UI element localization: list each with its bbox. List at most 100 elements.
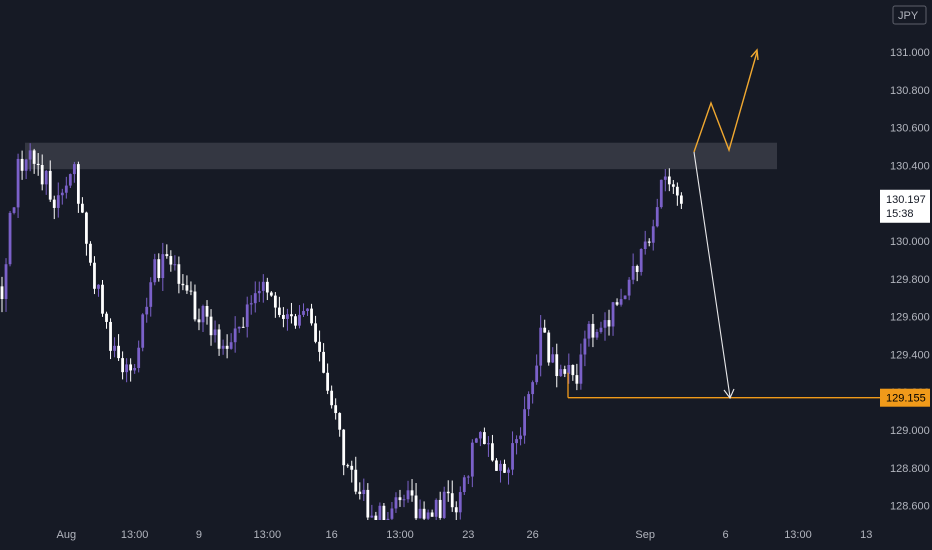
candle[interactable] xyxy=(125,358,129,383)
candle[interactable] xyxy=(599,321,603,334)
candle[interactable] xyxy=(607,309,611,336)
candle[interactable] xyxy=(177,256,181,294)
bearish-projection-arrow[interactable] xyxy=(693,151,731,398)
candle[interactable] xyxy=(487,436,490,457)
candle[interactable] xyxy=(519,427,522,446)
candle[interactable] xyxy=(306,308,309,316)
candle[interactable] xyxy=(257,281,261,303)
candle[interactable] xyxy=(185,275,189,294)
candle[interactable] xyxy=(265,277,269,301)
candle[interactable] xyxy=(430,509,434,517)
candle[interactable] xyxy=(76,161,80,213)
candle[interactable] xyxy=(651,219,655,251)
candle[interactable] xyxy=(571,364,575,381)
candle[interactable] xyxy=(499,460,502,483)
candle[interactable] xyxy=(470,439,474,488)
candle[interactable] xyxy=(326,363,330,395)
candle[interactable] xyxy=(137,340,141,373)
candle[interactable] xyxy=(523,396,526,444)
candle[interactable] xyxy=(547,330,551,366)
candle[interactable] xyxy=(454,501,458,524)
candle[interactable] xyxy=(450,480,454,512)
candle[interactable] xyxy=(555,343,559,388)
candle[interactable] xyxy=(539,315,543,377)
bullish-projection-path[interactable] xyxy=(693,51,758,153)
candle[interactable] xyxy=(157,253,161,282)
candle[interactable] xyxy=(290,302,293,324)
candle[interactable] xyxy=(221,339,225,355)
candle[interactable] xyxy=(495,458,498,471)
candle[interactable] xyxy=(531,380,535,404)
candle[interactable] xyxy=(611,301,615,336)
candle[interactable] xyxy=(567,353,571,384)
candle[interactable] xyxy=(52,195,56,220)
candle[interactable] xyxy=(466,475,470,485)
candle[interactable] xyxy=(675,182,679,206)
candle[interactable] xyxy=(434,498,438,522)
candle[interactable] xyxy=(145,297,149,323)
candle[interactable] xyxy=(314,315,317,344)
candle[interactable] xyxy=(398,489,402,507)
candle[interactable] xyxy=(302,303,305,318)
candle[interactable] xyxy=(382,502,386,522)
candle[interactable] xyxy=(354,456,358,495)
candle[interactable] xyxy=(81,197,84,214)
candle[interactable] xyxy=(322,343,325,374)
candle[interactable] xyxy=(402,494,406,508)
candle[interactable] xyxy=(169,250,173,272)
candle[interactable] xyxy=(438,491,442,520)
candle[interactable] xyxy=(197,308,201,331)
candle[interactable] xyxy=(462,475,466,495)
candle[interactable] xyxy=(458,486,462,520)
candle[interactable] xyxy=(503,459,506,473)
candle[interactable] xyxy=(478,431,482,447)
candle[interactable] xyxy=(60,188,64,205)
candle[interactable] xyxy=(64,176,68,199)
candle[interactable] xyxy=(671,180,675,194)
candle[interactable] xyxy=(639,248,643,276)
candle[interactable] xyxy=(237,326,241,333)
candle[interactable] xyxy=(294,313,297,329)
candle[interactable] xyxy=(165,244,169,259)
candle[interactable] xyxy=(93,256,96,295)
candle[interactable] xyxy=(591,313,595,348)
candle[interactable] xyxy=(28,143,32,172)
candle[interactable] xyxy=(334,398,338,420)
candle[interactable] xyxy=(543,319,547,333)
candle[interactable] xyxy=(442,486,446,519)
candle[interactable] xyxy=(209,309,213,346)
candle[interactable] xyxy=(68,173,72,189)
candle[interactable] xyxy=(559,364,563,378)
candle[interactable] xyxy=(16,153,20,218)
candle[interactable] xyxy=(298,305,301,329)
candle[interactable] xyxy=(201,304,205,332)
candle[interactable] xyxy=(579,343,583,390)
candle[interactable] xyxy=(627,277,631,301)
candle[interactable] xyxy=(366,483,370,524)
candle[interactable] xyxy=(48,160,52,202)
candle[interactable] xyxy=(229,333,233,350)
candle[interactable] xyxy=(515,435,518,455)
candle[interactable] xyxy=(56,182,60,218)
candle[interactable] xyxy=(149,277,153,317)
candle[interactable] xyxy=(225,334,229,359)
candle[interactable] xyxy=(663,169,667,192)
candle[interactable] xyxy=(141,313,145,352)
candle[interactable] xyxy=(667,168,671,192)
candle[interactable] xyxy=(474,437,478,443)
candle[interactable] xyxy=(12,206,16,215)
candle[interactable] xyxy=(193,284,197,322)
candle[interactable] xyxy=(346,463,350,468)
candle[interactable] xyxy=(72,161,76,183)
candle[interactable] xyxy=(153,253,157,286)
candle[interactable] xyxy=(358,482,362,500)
candle[interactable] xyxy=(249,295,253,315)
candle[interactable] xyxy=(318,330,321,362)
candle[interactable] xyxy=(8,210,12,267)
candle[interactable] xyxy=(32,148,36,174)
candle[interactable] xyxy=(535,354,539,385)
candle[interactable] xyxy=(310,303,313,326)
candle[interactable] xyxy=(253,281,257,313)
candle[interactable] xyxy=(109,318,112,360)
